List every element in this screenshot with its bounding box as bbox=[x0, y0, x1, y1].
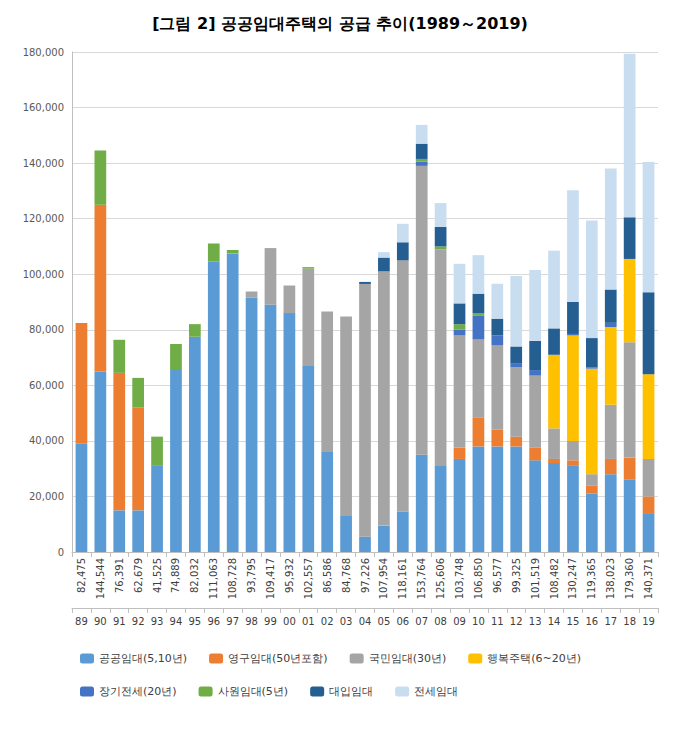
svg-text:공공임대(5,10년): 공공임대(5,10년) bbox=[99, 652, 187, 665]
svg-text:125,606: 125,606 bbox=[435, 558, 446, 599]
svg-text:153,764: 153,764 bbox=[416, 558, 427, 599]
svg-text:97,226: 97,226 bbox=[360, 558, 371, 593]
svg-text:160,000: 160,000 bbox=[23, 102, 64, 113]
svg-text:130,247: 130,247 bbox=[567, 558, 578, 599]
svg-text:대입임대: 대입임대 bbox=[329, 685, 373, 698]
svg-text:13: 13 bbox=[529, 616, 542, 627]
svg-text:10: 10 bbox=[472, 616, 485, 627]
svg-text:120,000: 120,000 bbox=[23, 213, 64, 224]
svg-text:00: 00 bbox=[283, 616, 296, 627]
svg-text:80,000: 80,000 bbox=[29, 324, 64, 335]
svg-text:101,519: 101,519 bbox=[530, 558, 541, 599]
svg-text:140,000: 140,000 bbox=[23, 158, 64, 169]
svg-text:사원임대(5년): 사원임대(5년) bbox=[218, 685, 289, 698]
svg-text:76,391: 76,391 bbox=[114, 558, 125, 593]
svg-text:03: 03 bbox=[340, 616, 353, 627]
svg-text:119,365: 119,365 bbox=[586, 558, 597, 599]
svg-text:82,475: 82,475 bbox=[76, 558, 87, 593]
svg-text:장기전세(20년): 장기전세(20년) bbox=[99, 685, 177, 698]
svg-text:107,954: 107,954 bbox=[378, 558, 389, 599]
svg-text:국민임대(30년): 국민임대(30년) bbox=[369, 652, 447, 665]
svg-text:84,768: 84,768 bbox=[341, 558, 352, 593]
svg-text:140,371: 140,371 bbox=[643, 558, 654, 599]
svg-text:138,023: 138,023 bbox=[605, 558, 616, 599]
svg-text:60,000: 60,000 bbox=[29, 380, 64, 391]
svg-text:62,679: 62,679 bbox=[133, 558, 144, 593]
svg-text:89: 89 bbox=[75, 616, 88, 627]
svg-text:102,557: 102,557 bbox=[303, 558, 314, 599]
svg-text:98: 98 bbox=[245, 616, 258, 627]
svg-text:17: 17 bbox=[604, 616, 617, 627]
svg-text:90: 90 bbox=[94, 616, 107, 627]
svg-text:09: 09 bbox=[453, 616, 466, 627]
svg-text:180,000: 180,000 bbox=[23, 47, 64, 58]
svg-text:18: 18 bbox=[623, 616, 636, 627]
svg-text:14: 14 bbox=[548, 616, 561, 627]
svg-text:86,586: 86,586 bbox=[322, 558, 333, 593]
svg-text:20,000: 20,000 bbox=[29, 491, 64, 502]
svg-text:0: 0 bbox=[58, 547, 64, 558]
svg-text:74,889: 74,889 bbox=[170, 558, 181, 593]
svg-text:144,544: 144,544 bbox=[95, 558, 106, 599]
svg-text:02: 02 bbox=[321, 616, 334, 627]
svg-text:05: 05 bbox=[378, 616, 391, 627]
svg-text:100,000: 100,000 bbox=[23, 269, 64, 280]
svg-text:96,577: 96,577 bbox=[492, 558, 503, 593]
svg-text:11: 11 bbox=[491, 616, 504, 627]
svg-text:40,000: 40,000 bbox=[29, 435, 64, 446]
svg-text:19: 19 bbox=[642, 616, 655, 627]
svg-text:118,161: 118,161 bbox=[397, 558, 408, 599]
svg-text:[그림 2] 공공임대주택의 공급 추이(1989～2019: [그림 2] 공공임대주택의 공급 추이(1989～2019) bbox=[152, 14, 528, 33]
svg-text:108,728: 108,728 bbox=[227, 558, 238, 599]
svg-text:전세임대: 전세임대 bbox=[414, 685, 458, 698]
svg-text:179,360: 179,360 bbox=[624, 558, 635, 599]
svg-text:92: 92 bbox=[132, 616, 145, 627]
svg-text:영구임대(50년포함): 영구임대(50년포함) bbox=[228, 652, 328, 665]
svg-text:93: 93 bbox=[151, 616, 164, 627]
svg-text:91: 91 bbox=[113, 616, 126, 627]
svg-text:94: 94 bbox=[170, 616, 183, 627]
svg-text:109,417: 109,417 bbox=[265, 558, 276, 599]
svg-text:01: 01 bbox=[302, 616, 315, 627]
svg-text:106,850: 106,850 bbox=[473, 558, 484, 599]
svg-text:12: 12 bbox=[510, 616, 523, 627]
svg-text:95,932: 95,932 bbox=[284, 558, 295, 593]
svg-text:95: 95 bbox=[189, 616, 202, 627]
svg-text:41,525: 41,525 bbox=[152, 558, 163, 593]
svg-text:15: 15 bbox=[567, 616, 580, 627]
svg-text:16: 16 bbox=[585, 616, 598, 627]
svg-text:96: 96 bbox=[207, 616, 220, 627]
svg-text:108,482: 108,482 bbox=[549, 558, 560, 599]
svg-text:82,032: 82,032 bbox=[189, 558, 200, 593]
svg-text:97: 97 bbox=[226, 616, 239, 627]
svg-text:103,748: 103,748 bbox=[454, 558, 465, 599]
svg-text:07: 07 bbox=[415, 616, 428, 627]
svg-text:행복주택(6~20년): 행복주택(6~20년) bbox=[487, 652, 581, 665]
svg-text:06: 06 bbox=[396, 616, 409, 627]
svg-text:08: 08 bbox=[434, 616, 447, 627]
svg-text:111,063: 111,063 bbox=[208, 558, 219, 599]
svg-text:04: 04 bbox=[359, 616, 372, 627]
svg-text:93,795: 93,795 bbox=[246, 558, 257, 593]
svg-text:99,325: 99,325 bbox=[511, 558, 522, 593]
svg-text:99: 99 bbox=[264, 616, 277, 627]
